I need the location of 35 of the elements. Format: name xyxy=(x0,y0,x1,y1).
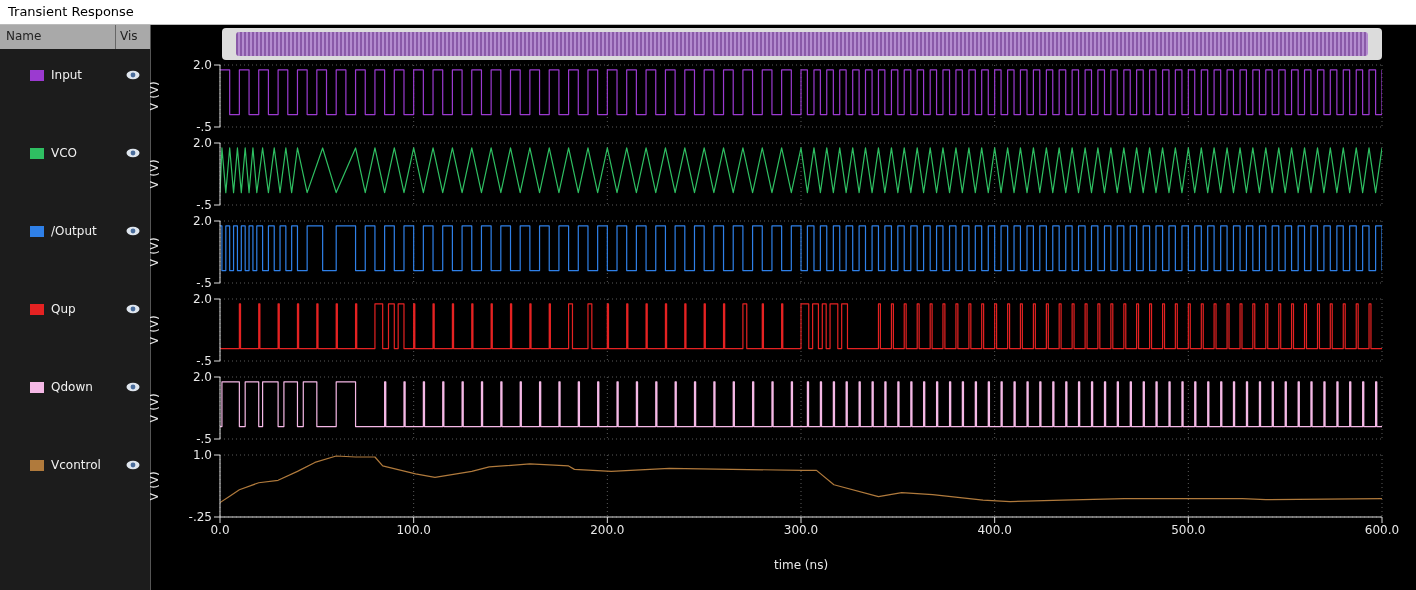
legend-label: Input xyxy=(51,68,84,82)
legend-label: VCO xyxy=(51,146,79,160)
y-axis-title: V (V) xyxy=(147,393,162,423)
x-tick-label: 400.0 xyxy=(977,522,1012,537)
y-tick-label: 2.0 xyxy=(192,214,212,229)
y-tick-label: -.5 xyxy=(196,120,212,135)
text: Vis xyxy=(120,29,138,43)
y-tick-label: 2.0 xyxy=(192,136,212,151)
x-tick-label: 200.0 xyxy=(590,522,625,537)
legend-label: /Output xyxy=(51,224,98,238)
legend-label: Vcontrol xyxy=(51,458,102,472)
y-tick-label: -.5 xyxy=(196,198,212,213)
y-tick-label: 2.0 xyxy=(192,370,212,385)
y-tick-label: -.5 xyxy=(196,354,212,369)
y-tick-label: -.5 xyxy=(196,432,212,447)
text: Name xyxy=(6,29,42,43)
x-axis-title: time (ns) xyxy=(773,558,829,572)
y-tick-label: -.5 xyxy=(196,276,212,291)
y-tick-label: 2.0 xyxy=(192,292,212,307)
y-tick-label: -.25 xyxy=(188,510,212,525)
x-tick-label: 100.0 xyxy=(396,522,431,537)
y-axis-title: V (V) xyxy=(147,159,162,189)
legend-label: Qup xyxy=(51,302,77,316)
text: Transient Response xyxy=(8,4,134,19)
x-tick-label: 600.0 xyxy=(1364,522,1400,537)
y-axis-title: V (V) xyxy=(147,471,162,501)
y-tick-label: 2.0 xyxy=(192,58,212,73)
y-axis-title: V (V) xyxy=(147,237,162,267)
y-tick-label: 1.0 xyxy=(192,448,212,463)
y-axis-title: V (V) xyxy=(147,315,162,345)
x-tick-label: 300.0 xyxy=(783,522,819,537)
x-tick-label: 500.0 xyxy=(1171,522,1206,537)
x-tick-label: 0.0 xyxy=(210,522,230,537)
legend-label: Qdown xyxy=(51,380,94,394)
y-axis-title: V (V) xyxy=(147,81,162,111)
